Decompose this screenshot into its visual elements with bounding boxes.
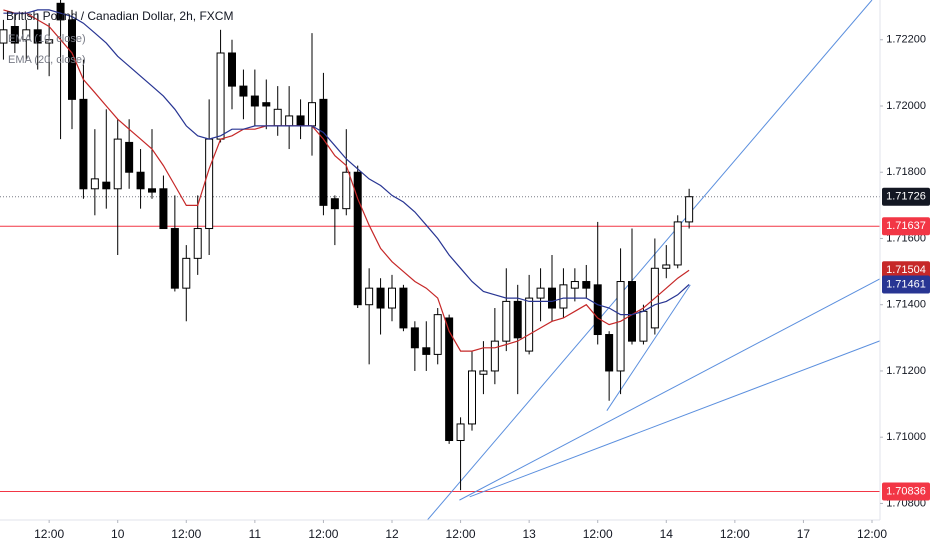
candle-body: [410, 327, 419, 349]
candle-body: [170, 228, 179, 289]
candle-body: [559, 284, 568, 309]
x-tick-label: 14: [660, 527, 674, 541]
price-label-bg: [882, 217, 930, 236]
candle-body: [616, 281, 625, 372]
x-tick-label: 12: [385, 527, 399, 541]
y-tick-label: 1.71800: [886, 166, 926, 178]
candle-body: [628, 281, 636, 342]
x-tick-label: 12:00: [308, 527, 338, 541]
candle-body: [250, 95, 259, 107]
candle-body: [273, 108, 282, 127]
candle-body: [285, 115, 294, 127]
candle-body: [113, 138, 122, 190]
price-label: 1.71504: [886, 264, 926, 276]
x-tick-label: 17: [797, 527, 811, 541]
price-label: 1.71637: [886, 220, 926, 232]
candle-body: [330, 198, 339, 210]
y-tick-label: 1.71000: [886, 431, 926, 443]
candle-body: [468, 370, 476, 425]
candle-body: [353, 171, 362, 306]
price-label-bg: [882, 187, 930, 206]
ema-line: [3, 9, 690, 316]
candle-body: [90, 178, 99, 190]
y-tick-label: 1.72000: [886, 100, 926, 112]
x-tick-label: 12:00: [34, 527, 64, 541]
candle-body: [548, 287, 556, 309]
price-label-bg: [882, 261, 930, 280]
ema-line: [3, 9, 690, 352]
candle-body: [673, 221, 682, 266]
candle-body: [388, 287, 396, 309]
candle-body: [536, 287, 545, 299]
y-tick-label: 1.71200: [886, 365, 926, 377]
candle-body: [296, 115, 305, 127]
x-tick-label: 11: [249, 527, 262, 541]
candle-body: [342, 171, 351, 210]
candle-body: [433, 314, 442, 355]
candle-body: [148, 188, 156, 193]
candle-body: [205, 138, 214, 230]
candle-body: [605, 334, 614, 372]
candle-body: [570, 281, 579, 289]
candle-body: [525, 297, 534, 352]
candle-body: [399, 287, 408, 329]
candle-body: [228, 52, 236, 87]
y-tick-label: 1.71400: [886, 299, 926, 311]
plot-area: [0, 0, 880, 520]
candle-body: [239, 85, 248, 97]
candle-body: [125, 141, 134, 173]
legend-entry: EMA (20, close): [8, 54, 86, 66]
trendline: [459, 278, 880, 501]
candle-body: [365, 287, 374, 306]
candle-body: [513, 300, 522, 339]
candle-body: [182, 257, 191, 289]
legend-entry: EMA (10, close): [8, 33, 86, 45]
candle-body: [0, 29, 8, 44]
candle-body: [582, 281, 591, 289]
candle-body: [593, 284, 602, 336]
candle-body: [262, 102, 271, 107]
chart-title: British Pound / Canadian Dollar, 2h, FXC…: [6, 9, 233, 23]
candle-body: [502, 300, 511, 342]
x-tick-label: 12:00: [583, 527, 613, 541]
candle-body: [159, 188, 168, 230]
candle-body: [662, 264, 671, 269]
y-tick-label: 1.71600: [886, 232, 926, 244]
candle-body: [456, 423, 465, 442]
price-label: 1.71461: [886, 278, 926, 290]
candle-body: [45, 39, 54, 44]
price-label-bg: [882, 275, 930, 294]
candle-body: [376, 287, 385, 309]
x-tick-label: 12:00: [857, 527, 887, 541]
candle-body: [22, 29, 31, 41]
candle-body: [490, 340, 499, 372]
x-tick-label: 13: [522, 527, 536, 541]
candle-body: [319, 98, 328, 206]
candle-body: [79, 98, 88, 190]
x-tick-label: 10: [111, 527, 125, 541]
price-label-bg: [882, 482, 930, 501]
candle-body: [422, 347, 431, 355]
candle-body: [639, 310, 648, 342]
price-label: 1.71726: [886, 191, 926, 203]
x-tick-label: 12:00: [446, 527, 476, 541]
candle-body: [10, 25, 19, 44]
x-tick-label: 12:00: [171, 527, 201, 541]
candle-body: [445, 317, 454, 442]
x-tick-label: 12:00: [720, 527, 750, 541]
trendline: [427, 0, 873, 520]
y-tick-label: 1.72200: [886, 34, 926, 46]
candle-body: [33, 29, 42, 44]
candle-body: [136, 171, 145, 190]
candle-body: [479, 370, 488, 375]
candle-body: [308, 102, 316, 127]
trendline: [469, 340, 880, 498]
candle-body: [193, 228, 202, 259]
price-label: 1.70836: [886, 485, 926, 497]
candle-body: [102, 181, 111, 190]
candle-body: [685, 196, 694, 223]
candle-body: [216, 52, 225, 140]
